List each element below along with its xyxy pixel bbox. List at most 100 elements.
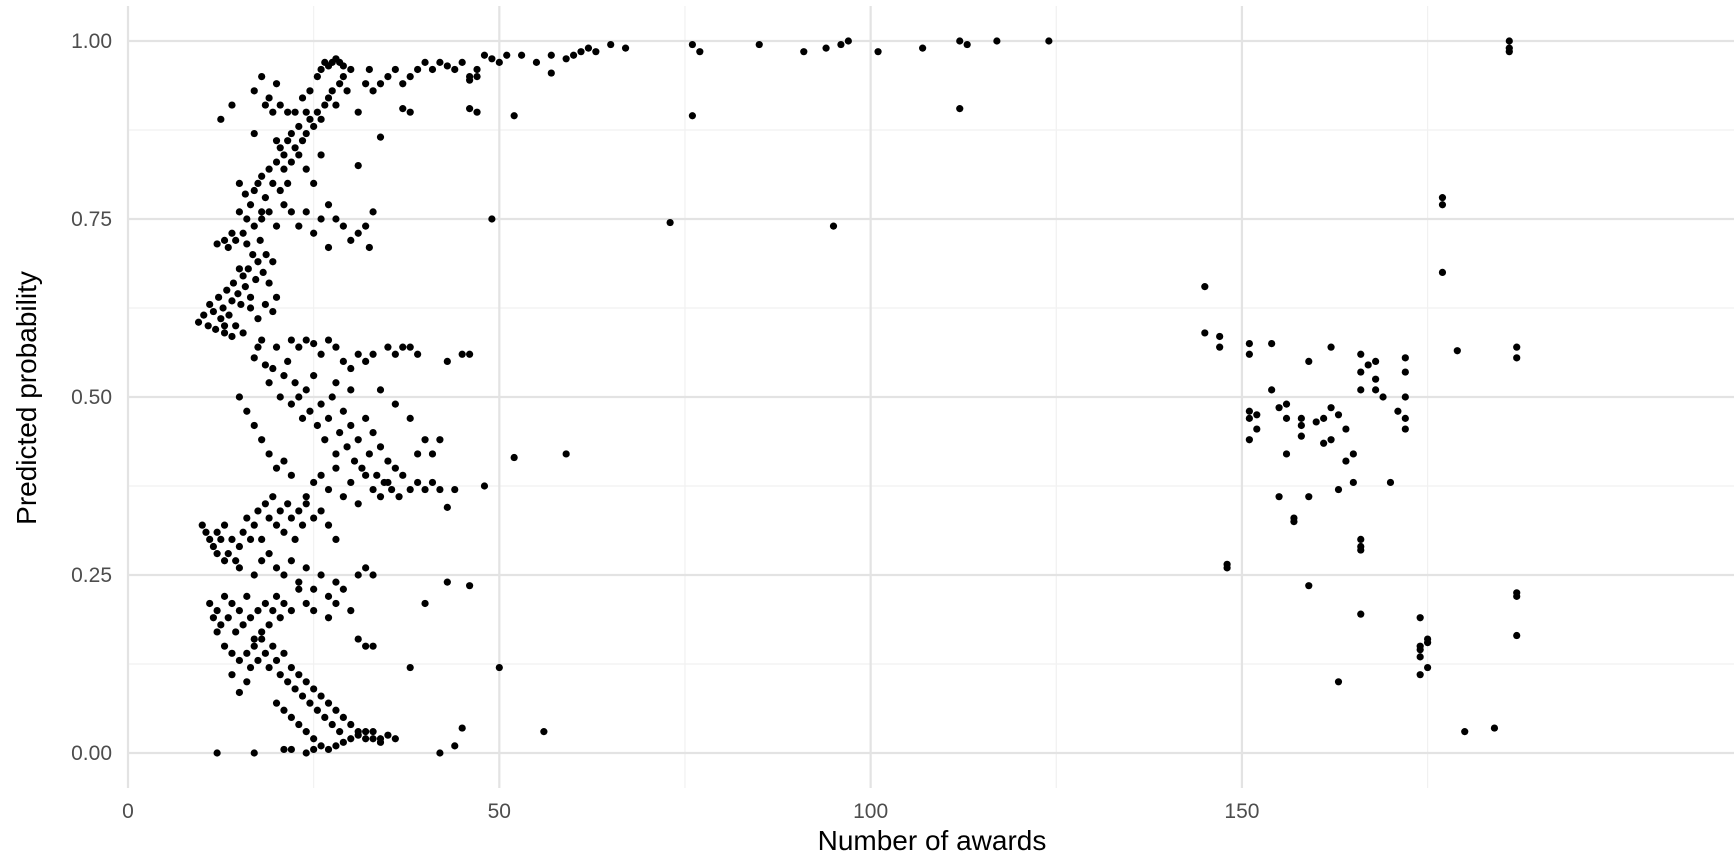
data-point <box>1320 414 1328 422</box>
data-point <box>510 112 518 120</box>
data-point <box>584 44 593 52</box>
data-point <box>1275 404 1283 412</box>
data-point <box>265 621 273 629</box>
y-tick-label: 0.00 <box>71 742 112 765</box>
data-point <box>254 656 262 665</box>
data-point <box>443 62 451 70</box>
data-point <box>421 485 429 494</box>
data-point <box>235 208 243 216</box>
data-point <box>250 642 258 650</box>
data-point <box>219 304 227 312</box>
data-point <box>354 350 362 358</box>
y-tick-label: 1.00 <box>71 30 112 53</box>
data-point <box>250 186 258 195</box>
data-point <box>254 315 262 323</box>
data-point <box>272 464 281 472</box>
data-point <box>243 407 251 415</box>
data-point <box>1416 646 1424 654</box>
data-point <box>443 578 451 586</box>
data-point <box>1290 518 1298 526</box>
data-point <box>287 129 295 138</box>
data-point <box>232 236 240 244</box>
data-point <box>241 283 249 291</box>
data-point <box>388 485 396 494</box>
data-point <box>235 656 243 665</box>
data-point <box>213 749 221 757</box>
data-point <box>458 58 466 66</box>
data-point <box>246 614 255 622</box>
data-point <box>284 500 292 508</box>
data-point <box>246 304 255 312</box>
data-point <box>347 386 355 394</box>
data-point <box>302 165 310 173</box>
data-point <box>1245 350 1253 358</box>
data-point <box>269 493 277 501</box>
data-point <box>362 414 370 422</box>
data-point <box>339 738 347 746</box>
data-point <box>272 222 281 230</box>
data-point <box>324 745 333 754</box>
data-point <box>1216 343 1224 351</box>
data-point <box>317 151 325 159</box>
data-point <box>250 521 258 529</box>
data-point <box>220 521 229 529</box>
data-point <box>362 728 370 736</box>
data-point <box>310 478 318 487</box>
data-point <box>302 564 310 572</box>
data-point <box>269 307 277 316</box>
data-point <box>306 87 314 95</box>
data-point <box>1245 436 1253 444</box>
data-point <box>244 265 252 273</box>
data-point <box>310 585 318 593</box>
data-point <box>250 635 258 643</box>
data-point <box>414 65 422 74</box>
data-point <box>302 678 310 686</box>
x-tick-label: 100 <box>853 800 888 823</box>
data-point <box>280 599 288 608</box>
data-point <box>332 599 340 608</box>
data-point <box>354 436 362 444</box>
data-point <box>339 585 347 593</box>
data-point <box>235 393 243 401</box>
data-point <box>347 720 355 729</box>
data-point <box>362 564 370 572</box>
data-point <box>466 105 474 113</box>
data-point <box>217 535 225 544</box>
data-point <box>421 599 429 608</box>
data-point <box>254 258 262 266</box>
data-point <box>246 293 255 301</box>
data-point <box>220 329 229 337</box>
data-point <box>473 65 481 74</box>
data-point <box>280 372 288 380</box>
data-point <box>321 101 329 109</box>
data-point <box>336 429 344 437</box>
data-point <box>259 268 267 276</box>
data-point <box>1327 436 1335 444</box>
data-point <box>621 44 630 52</box>
data-point <box>209 614 218 622</box>
data-point <box>209 307 218 316</box>
data-point <box>369 642 377 650</box>
data-point <box>332 578 340 586</box>
data-point <box>212 325 220 333</box>
data-point <box>339 713 347 722</box>
data-point <box>365 450 373 458</box>
data-point <box>241 190 249 198</box>
data-point <box>362 642 370 650</box>
data-point <box>495 58 503 66</box>
data-point <box>354 571 362 579</box>
data-point <box>280 201 288 209</box>
data-point <box>399 80 407 88</box>
data-point <box>295 151 303 159</box>
data-point <box>272 564 281 572</box>
data-point <box>666 218 674 227</box>
data-point <box>269 108 277 116</box>
data-point <box>354 500 362 508</box>
data-point <box>280 571 288 579</box>
data-point <box>239 272 247 280</box>
data-point <box>369 429 377 437</box>
data-point <box>376 386 385 394</box>
data-point <box>246 663 255 672</box>
data-point <box>414 478 422 487</box>
data-point <box>443 357 451 365</box>
